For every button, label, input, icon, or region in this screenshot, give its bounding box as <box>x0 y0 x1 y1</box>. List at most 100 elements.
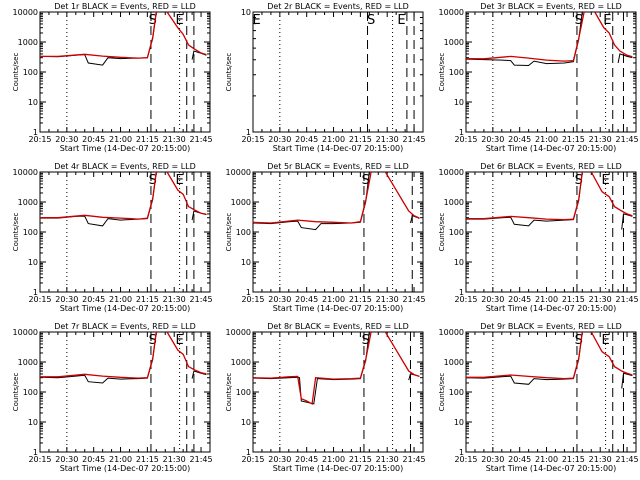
panel-title: Det 1r BLACK = Events, RED = LLD <box>54 2 196 11</box>
y-tick-label: 1 <box>33 128 38 137</box>
series-line-lld-tail <box>594 12 633 58</box>
series-line-lld <box>40 172 157 220</box>
y-tick-label: 100 <box>449 68 464 77</box>
y-tick-label: 10 <box>454 258 464 267</box>
x-axis-label: Start Time (14-Dec-07 20:15:00) <box>60 304 191 313</box>
plot-area <box>40 332 207 384</box>
series-line-lld-tail <box>166 332 207 375</box>
x-tick-label: 20:45 <box>508 295 531 304</box>
series-line-lld <box>253 332 372 405</box>
plot-area <box>253 172 420 231</box>
series-line-events-tail <box>621 213 633 230</box>
x-tick-label: 20:45 <box>82 455 105 464</box>
panel-det-5: Det 5r BLACK = Events, RED = LLD 1 10 100 10… <box>225 162 426 313</box>
y-tick-label: 1 <box>33 288 38 297</box>
axis-frame <box>465 11 637 133</box>
x-axis-label: Start Time (14-Dec-07 20:15:00) <box>273 464 404 473</box>
y-tick-label: 1 <box>459 288 464 297</box>
series-line-lld <box>253 172 372 224</box>
y-tick-label: 100 <box>449 228 464 237</box>
y-tick-label: 1 <box>33 448 38 457</box>
plot-area <box>466 172 633 230</box>
x-tick-label: 20:15 <box>241 455 264 464</box>
x-tick-label: 21:00 <box>535 455 558 464</box>
axis-frame <box>39 11 211 133</box>
x-tick-label: 21:45 <box>403 455 426 464</box>
x-axis-label: Start Time (14-Dec-07 20:15:00) <box>486 464 617 473</box>
x-tick-label: 21:45 <box>616 295 639 304</box>
series-line-lld <box>466 12 585 62</box>
x-tick-label: 21:15 <box>349 455 372 464</box>
y-tick-label: 1000 <box>444 358 464 367</box>
x-tick-label: 21:15 <box>562 455 585 464</box>
series-line-events-tail <box>617 53 633 64</box>
plot-area <box>253 332 420 405</box>
event-marker-label: S <box>149 13 157 28</box>
x-tick-label: 21:00 <box>322 135 345 144</box>
y-axis-label: Counts/sec <box>438 53 446 92</box>
panel-title: Det 3r BLACK = Events, RED = LLD <box>480 2 622 11</box>
x-tick-label: 20:30 <box>481 455 504 464</box>
event-marker-label: S <box>575 173 583 188</box>
y-tick-label: 1000 <box>231 358 251 367</box>
x-tick-label: 21:00 <box>535 135 558 144</box>
y-tick-label: 100 <box>23 388 38 397</box>
event-marker-label: E <box>175 173 183 188</box>
x-tick-label: 20:15 <box>454 455 477 464</box>
panel-det-8: Det 8r BLACK = Events, RED = LLD 1 10 100 10… <box>225 322 426 473</box>
x-tick-label: 21:45 <box>403 135 426 144</box>
series-line-lld <box>40 332 157 379</box>
panel-det-3: Det 3r BLACK = Events, RED = LLD 1 10 100 10… <box>438 2 639 153</box>
x-tick-label: 21:30 <box>163 455 186 464</box>
axis-frame <box>465 331 637 453</box>
x-tick-label: 21:00 <box>109 135 132 144</box>
x-tick-label: 21:45 <box>190 295 213 304</box>
y-tick-label: 10 <box>28 258 38 267</box>
panel-det-7: Det 7r BLACK = Events, RED = LLD 1 10 100 10… <box>12 322 213 473</box>
y-tick-label: 100 <box>23 68 38 77</box>
x-tick-label: 20:15 <box>454 295 477 304</box>
panel-title: Det 6r BLACK = Events, RED = LLD <box>480 162 622 171</box>
x-tick-label: 21:45 <box>190 135 213 144</box>
x-axis-label: Start Time (14-Dec-07 20:15:00) <box>273 144 404 153</box>
plot-area <box>40 172 207 227</box>
y-tick-label: 100 <box>236 388 251 397</box>
y-tick-label: 10 <box>241 258 251 267</box>
y-tick-label: 10 <box>28 98 38 107</box>
event-marker-label: S <box>149 173 157 188</box>
x-tick-label: 21:30 <box>589 295 612 304</box>
y-tick-label: 100 <box>23 228 38 237</box>
y-tick-label: 1 <box>246 288 251 297</box>
x-tick-label: 20:30 <box>481 135 504 144</box>
event-marker-label: S <box>149 333 157 348</box>
event-marker-label: E <box>601 333 609 348</box>
x-tick-label: 21:30 <box>376 455 399 464</box>
y-tick-label: 100 <box>449 388 464 397</box>
x-tick-label: 21:15 <box>136 455 159 464</box>
event-marker-label: E <box>175 13 183 28</box>
x-tick-label: 20:30 <box>55 295 78 304</box>
y-tick-label: 10000 <box>226 168 251 177</box>
event-marker-label: E <box>175 333 183 348</box>
panel-det-9: Det 9r BLACK = Events, RED = LLD 1 10 100 10… <box>438 322 639 473</box>
x-tick-label: 20:30 <box>55 135 78 144</box>
y-axis-label: Counts/sec <box>225 53 233 92</box>
y-tick-label: 1000 <box>18 38 38 47</box>
y-tick-label: 1000 <box>444 38 464 47</box>
x-tick-label: 21:15 <box>562 135 585 144</box>
x-tick-label: 21:45 <box>403 295 426 304</box>
x-axis-label: Start Time (14-Dec-07 20:15:00) <box>486 144 617 153</box>
y-tick-label: 1000 <box>231 198 251 207</box>
axis-frame <box>465 171 637 293</box>
x-tick-label: 21:00 <box>322 455 345 464</box>
x-tick-label: 21:30 <box>589 135 612 144</box>
panel-det-2: Det 2r BLACK = Events, RED = LLD 1 10 Count… <box>225 2 426 153</box>
series-line-events <box>40 12 157 66</box>
series-line-lld <box>40 12 157 59</box>
event-marker-label: E <box>252 13 260 28</box>
x-tick-label: 20:45 <box>508 455 531 464</box>
event-marker-label: S <box>362 333 370 348</box>
x-tick-label: 21:45 <box>190 455 213 464</box>
y-tick-label: 10 <box>241 418 251 427</box>
